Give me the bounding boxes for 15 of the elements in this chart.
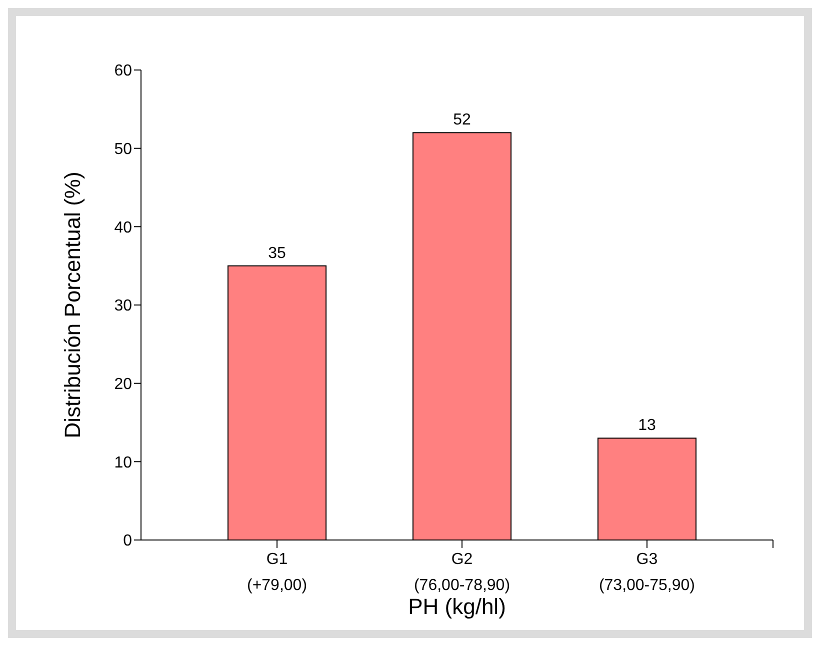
- y-tick-label: 0: [123, 532, 132, 550]
- x-tick-label: G3 (73,00-75,90): [598, 551, 696, 594]
- data-label: 52: [453, 112, 471, 129]
- y-tick-label: 50: [114, 140, 132, 158]
- y-axis-title: Distribución Porcentual (%): [60, 172, 85, 438]
- x-tick-label: G2 (76,00-78,90): [414, 551, 510, 594]
- y-tick-label: 30: [114, 298, 132, 315]
- data-label: 35: [268, 244, 286, 262]
- y-tick-label: 20: [114, 376, 132, 393]
- y-tick-label: 60: [114, 62, 132, 80]
- data-label: 13: [638, 417, 656, 434]
- x-tick-label: G1 (+79,00): [246, 551, 308, 594]
- y-tick-label: 10: [114, 454, 132, 472]
- x-axis-title: PH (kg/hl): [408, 594, 506, 619]
- y-tick-label: 40: [114, 219, 132, 236]
